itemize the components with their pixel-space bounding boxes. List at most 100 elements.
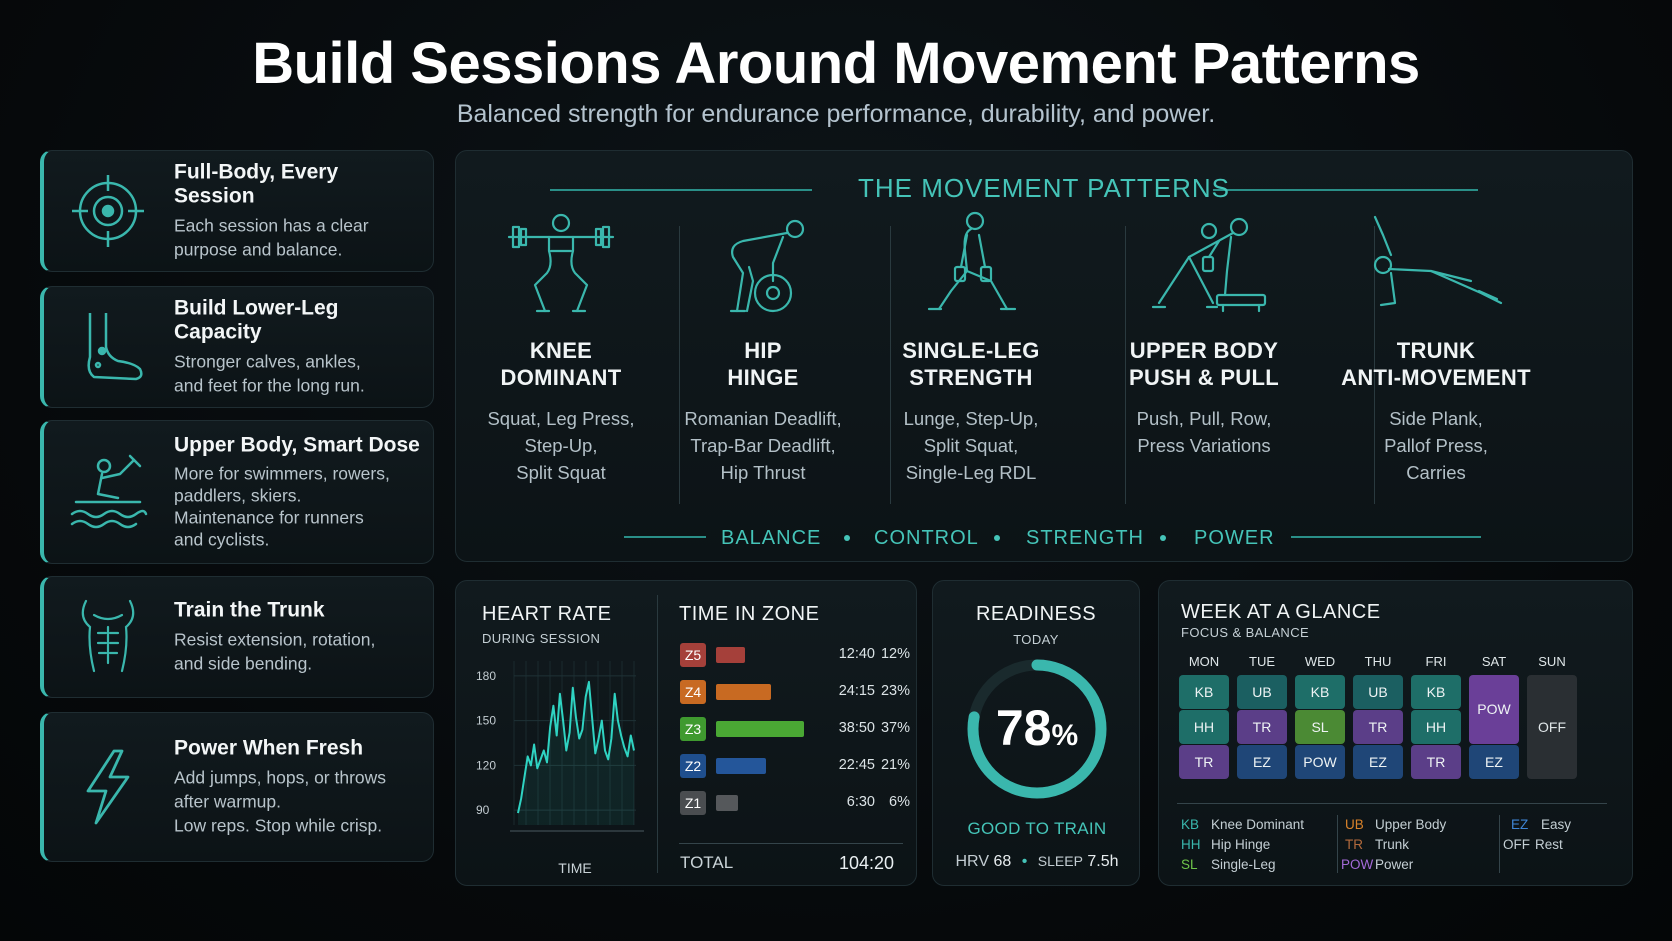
separator-dot: •	[1021, 853, 1028, 870]
tiz-title: TIME IN ZONE	[679, 603, 820, 625]
total-label: TOTAL	[680, 853, 734, 872]
zone-pct: 23%	[880, 683, 910, 699]
torso-icon	[81, 599, 135, 673]
hr-subtitle: DURING SESSION	[482, 631, 601, 646]
zone-pct: 37%	[880, 720, 910, 736]
pattern-name: HINGE	[727, 365, 799, 390]
page-title: Build Sessions Around Movement Patterns	[252, 31, 1420, 96]
pattern-ex: Split Squat	[516, 462, 606, 483]
pattern-ex: Trap-Bar Deadlift,	[690, 435, 836, 456]
schedule-cell[interactable]: HH	[1179, 710, 1229, 744]
card-power: Power When Fresh Add jumps, hops, or thr…	[40, 712, 434, 862]
zone-row: Z2 22:45 21%	[680, 754, 910, 778]
pattern-ex: Lunge, Step-Up,	[903, 408, 1039, 429]
schedule-cell[interactable]: TR	[1353, 710, 1403, 744]
legend-item: SL Single-Leg	[1181, 857, 1276, 872]
total-value: 104:20	[838, 853, 894, 873]
hrv-label: HRV	[955, 853, 990, 870]
zone-pct: 21%	[880, 757, 910, 773]
readiness-ring	[967, 659, 1107, 799]
deadlift-icon	[729, 219, 805, 313]
zone-bar	[716, 721, 804, 737]
pattern-ex: Hip Thrust	[720, 462, 806, 483]
schedule-cell[interactable]: KB	[1295, 675, 1345, 709]
pattern-name: ANTI-MOVEMENT	[1341, 365, 1531, 390]
heart-rate-chart: 180 150 120 90 TIME	[476, 661, 644, 876]
legend-item: POW Power	[1341, 857, 1414, 872]
card-text: Add jumps, hops, or throws	[174, 767, 387, 788]
day-label: MON	[1188, 654, 1220, 669]
pattern-name: HIP	[744, 338, 782, 363]
zone-bar	[716, 795, 738, 811]
day-label: TUE	[1249, 654, 1275, 669]
card-trunk: Train the Trunk Resist extension, rotati…	[40, 576, 434, 698]
zone-bar	[716, 758, 766, 774]
hr-line	[517, 680, 635, 814]
card-text: paddlers, skiers.	[174, 485, 302, 506]
pattern-ex: Side Plank,	[1389, 408, 1483, 429]
pattern-ex: Step-Up,	[524, 435, 598, 456]
schedule-cell[interactable]: TR	[1179, 745, 1229, 779]
hr-area	[518, 681, 634, 825]
zone-time: 38:50	[838, 720, 875, 736]
readiness-panel: READINESS TODAY 78% GOOD TO TRAIN HRV 68…	[932, 580, 1140, 886]
footer-power: POWER	[1194, 527, 1275, 549]
pattern-name: KNEE	[529, 338, 593, 363]
readiness-unit: %	[1051, 719, 1079, 752]
schedule-cell[interactable]: KB	[1411, 675, 1461, 709]
card-text: More for swimmers, rowers,	[174, 463, 390, 484]
week-panel: WEEK AT A GLANCE FOCUS & BALANCE MON TUE W…	[1158, 580, 1633, 886]
footer-strength: STRENGTH	[1026, 527, 1144, 549]
readiness-subtitle: TODAY	[1013, 632, 1059, 647]
schedule-cell[interactable]: TR	[1237, 710, 1287, 744]
card-text: Resist extension, rotation,	[174, 629, 376, 650]
card-title: Build Lower-Leg Capacity	[174, 296, 339, 344]
squat-icon	[507, 213, 615, 313]
schedule-cell[interactable]: POW	[1469, 675, 1519, 744]
schedule-cell[interactable]: SL	[1295, 710, 1345, 744]
lunge-icon	[927, 211, 1017, 311]
target-icon	[72, 175, 144, 247]
schedule-cell[interactable]: EZ	[1353, 745, 1403, 779]
schedule-cell[interactable]: EZ	[1237, 745, 1287, 779]
card-text: Maintenance for runners	[174, 507, 364, 528]
zone-row: Z3 38:50 37%	[680, 717, 910, 741]
schedule-cell[interactable]: EZ	[1469, 745, 1519, 779]
pattern-ex: Single-Leg RDL	[905, 462, 1037, 483]
readiness-value: 78	[995, 700, 1052, 756]
lightning-icon	[86, 749, 130, 825]
card-text: Stronger calves, ankles,	[174, 351, 361, 372]
schedule-cell[interactable]: UB	[1353, 675, 1403, 709]
zone-badge: Z5	[680, 643, 706, 667]
pattern-knee-dominant: KNEE DOMINANT Squat, Leg Press, Step-Up, Sp…	[476, 211, 646, 491]
zone-time: 6:30	[846, 794, 875, 810]
zone-badge: Z3	[680, 717, 706, 741]
pattern-name: UPPER BODY	[1129, 338, 1279, 363]
zone-pct: 6%	[889, 794, 910, 810]
card-title: Upper Body, Smart Dose	[174, 433, 420, 457]
pattern-name: STRENGTH	[909, 365, 1033, 390]
schedule-cell[interactable]: HH	[1411, 710, 1461, 744]
card-lower-leg: Build Lower-Leg Capacity Stronger calves…	[40, 286, 434, 408]
card-text: Each session has a clear	[174, 215, 369, 236]
x-axis-label: TIME	[558, 860, 591, 876]
card-text: and side bending.	[174, 653, 313, 674]
pattern-name: PUSH & PULL	[1129, 365, 1279, 390]
schedule-cell[interactable]: UB	[1237, 675, 1287, 709]
schedule-cell[interactable]: TR	[1411, 745, 1461, 779]
pattern-trunk: TRUNK ANTI-MOVEMENT Side Plank, Pallof Pre…	[1336, 211, 1536, 491]
day-label: SUN	[1538, 654, 1566, 669]
zone-pct: 12%	[880, 646, 910, 662]
pattern-hip-hinge: HIP HINGE Romanian Deadlift, Trap-Bar Dead…	[678, 211, 848, 491]
schedule-cell[interactable]: OFF	[1527, 675, 1577, 779]
pattern-ex: Squat, Leg Press,	[487, 408, 635, 429]
card-title: Power When Fresh	[174, 736, 364, 760]
sleep-value: 7.5h	[1087, 853, 1119, 870]
week-title: WEEK AT A GLANCE	[1181, 601, 1381, 623]
legend-item: OFF Rest	[1503, 837, 1563, 852]
pattern-ex: Press Variations	[1137, 435, 1271, 456]
schedule-cell[interactable]: KB	[1179, 675, 1229, 709]
schedule-cell[interactable]: POW	[1295, 745, 1345, 779]
pattern-name: TRUNK	[1396, 338, 1476, 363]
zone-time: 12:40	[838, 646, 875, 662]
